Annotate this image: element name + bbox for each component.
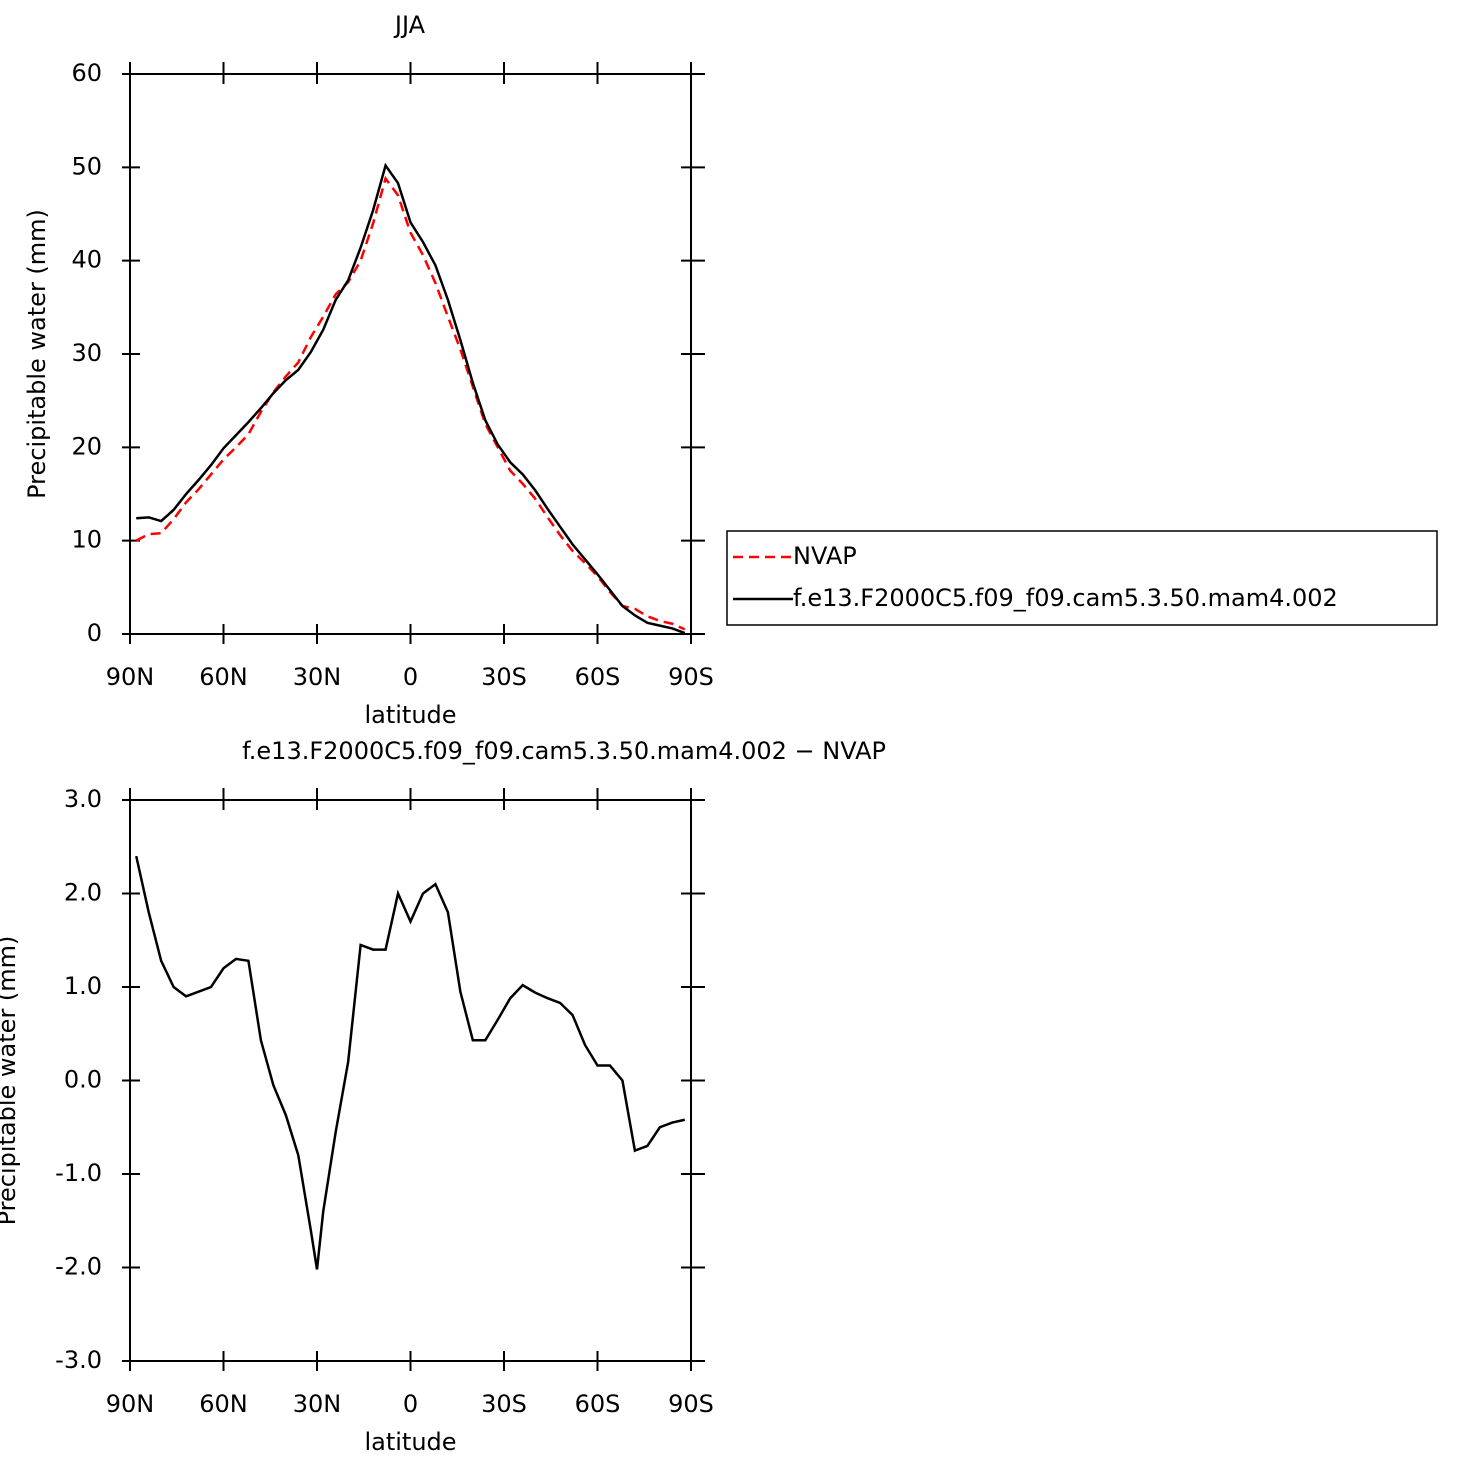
y-tick-label: 0 [87, 619, 102, 647]
plot-frame [129, 799, 692, 1362]
plot-frame [129, 73, 692, 635]
x-tick-label: 90N [106, 663, 155, 691]
x-tick-label: 60S [575, 1390, 621, 1418]
data-line [135, 175, 686, 631]
y-tick-label: -1.0 [55, 1159, 102, 1187]
x-tick-label: 90S [668, 663, 714, 691]
y-tick-label: 10 [71, 526, 102, 554]
y-axis-label: Precipitable water (mm) [0, 936, 21, 1226]
x-tick-label: 90N [106, 1390, 155, 1418]
x-tick-label: 0 [403, 663, 418, 691]
y-tick-label: 20 [71, 432, 102, 460]
y-tick-label: 50 [71, 152, 102, 180]
x-tick-label: 30S [481, 1390, 527, 1418]
x-tick-label: 30S [481, 663, 527, 691]
x-tick-label: 0 [403, 1390, 418, 1418]
y-tick-label: 40 [71, 246, 102, 274]
legend-label: NVAP [793, 542, 857, 570]
legend-box [726, 530, 1438, 626]
y-axis-label: Precipitable water (mm) [23, 209, 51, 499]
y-tick-label: 30 [71, 339, 102, 367]
y-tick-label: -2.0 [55, 1253, 102, 1281]
x-axis-label: latitude [364, 1428, 456, 1456]
x-tick-label: 60S [575, 663, 621, 691]
y-tick-label: -3.0 [55, 1346, 102, 1374]
x-tick-label: 30N [293, 663, 342, 691]
legend-label: f.e13.F2000C5.f09_f09.cam5.3.50.mam4.002 [793, 584, 1338, 612]
x-tick-label: 60N [199, 1390, 248, 1418]
y-tick-label: 2.0 [64, 879, 102, 907]
data-line [136, 162, 686, 635]
chart-title: JJA [393, 11, 426, 39]
x-axis-label: latitude [364, 701, 456, 729]
y-tick-label: 0.0 [64, 1066, 102, 1094]
y-tick-label: 3.0 [64, 785, 102, 813]
x-tick-label: 90S [668, 1390, 714, 1418]
data-line [135, 855, 686, 1270]
x-tick-label: 60N [199, 663, 248, 691]
x-tick-label: 30N [293, 1390, 342, 1418]
y-tick-label: 1.0 [64, 972, 102, 1000]
y-tick-label: 60 [71, 59, 102, 87]
chart-title: f.e13.F2000C5.f09_f09.cam5.3.50.mam4.002… [242, 737, 886, 765]
